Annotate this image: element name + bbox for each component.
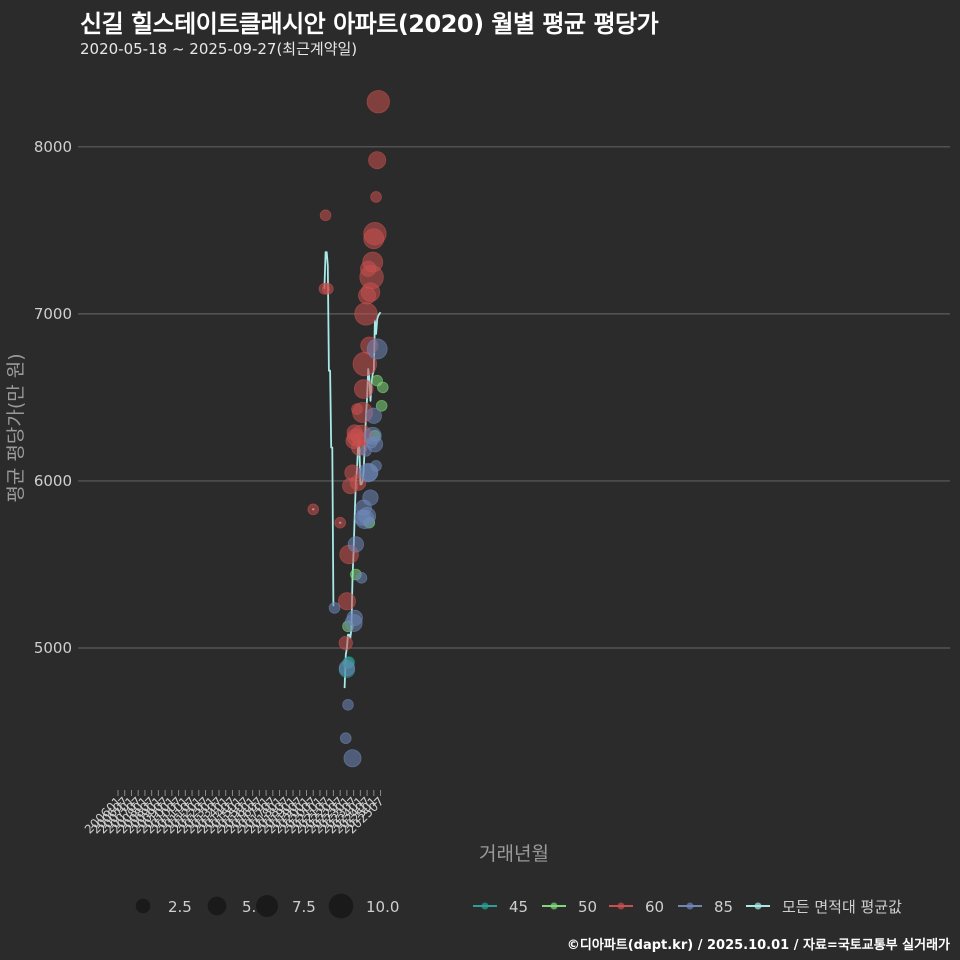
x-tick-labels: 2006012006072007012007072008012008072009… [82, 790, 387, 837]
legend-dot-45 [481, 902, 489, 910]
scatter-point-layer [307, 90, 390, 768]
y-tick-label-6000: 6000 [34, 472, 72, 490]
point-60-202503-30 [370, 191, 382, 203]
point-60-202504-31 [368, 151, 387, 170]
color-legend: 45 50 60 85 모든 면적대 평균값 [473, 898, 902, 916]
point-60-202007-0 [307, 503, 320, 516]
size-legend-dot-1 [207, 896, 227, 916]
legend-dot-50 [550, 902, 558, 910]
x-axis-title: 거래년월 [479, 843, 549, 865]
point-85-202410-16 [362, 489, 379, 506]
legend-dot-85 [686, 902, 694, 910]
legend-dot-모든 면적대 평균값 [754, 902, 762, 910]
legend-label-50: 50 [578, 898, 597, 916]
size-legend-label-3: 10.0 [366, 898, 399, 916]
point-85-202402-8 [355, 572, 368, 584]
point-85-202308-6 [346, 609, 363, 627]
point-85-202503-21 [370, 460, 382, 472]
chart-title: 신길 힐스테이트클래시안 아파트(2020) 월별 평균 평당가 [80, 10, 659, 38]
size-legend-dot-3 [328, 893, 354, 919]
y-axis-title: 평균 평당가(만 원) [5, 353, 27, 502]
size-legend-dot-2 [256, 895, 278, 917]
point-60-202412-27 [362, 251, 384, 273]
point-60-202406-21 [354, 302, 378, 326]
source-caption: ©디아파트(dapt.kr) / 2025.10.01 / 자료=국토교통부 실… [566, 938, 950, 953]
point-85-202301-2 [338, 659, 356, 677]
point-85-202309-7 [347, 536, 365, 553]
size-legend-label-2: 7.5 [292, 898, 316, 916]
point-85-202212-1 [339, 732, 352, 745]
point-60-202404-19 [353, 379, 374, 399]
y-tick-label-5000: 5000 [34, 639, 72, 657]
point-85-202302-3 [342, 698, 354, 711]
average-line-segment-1 [323, 251, 335, 607]
point-85-202504-22 [366, 338, 388, 360]
point-85-202501-19 [365, 407, 382, 424]
size-legend-dot-0 [135, 898, 151, 914]
y-tick-label-7000: 7000 [34, 305, 72, 323]
legend-label-85: 85 [714, 898, 733, 916]
legend-label-모든 면적대 평균값: 모든 면적대 평균값 [782, 898, 902, 916]
point-60-202108-3 [322, 283, 334, 295]
size-legend: 2.5 5.0 7.5 10.0 [135, 893, 399, 919]
point-60-202207-4 [334, 516, 346, 529]
point-60-202502-29 [363, 222, 387, 246]
point-85-202306-4 [343, 749, 362, 768]
size-legend-label-0: 2.5 [168, 898, 192, 916]
chart-subtitle: 2020-05-18 ~ 2025-09-27(최근계약일) [80, 40, 358, 58]
point-85-202407-13 [358, 507, 377, 526]
legend-label-45: 45 [509, 898, 528, 916]
grid-layer [78, 146, 950, 649]
point-60-202212-5 [338, 635, 353, 651]
point-50-202509-6 [376, 381, 389, 394]
point-60-202301-6 [337, 592, 356, 611]
point-60-202106-2 [319, 209, 332, 222]
legend-dot-60 [617, 902, 625, 910]
point-60-202505-32 [366, 90, 390, 114]
point-85-202202-0 [328, 602, 341, 614]
point-85-202502-20 [366, 436, 384, 453]
legend-label-60: 60 [645, 898, 664, 916]
y-tick-labels: 5000 6000 7000 8000 [34, 138, 72, 657]
point-50-202508-5 [375, 399, 388, 412]
y-tick-label-8000: 8000 [34, 138, 72, 156]
